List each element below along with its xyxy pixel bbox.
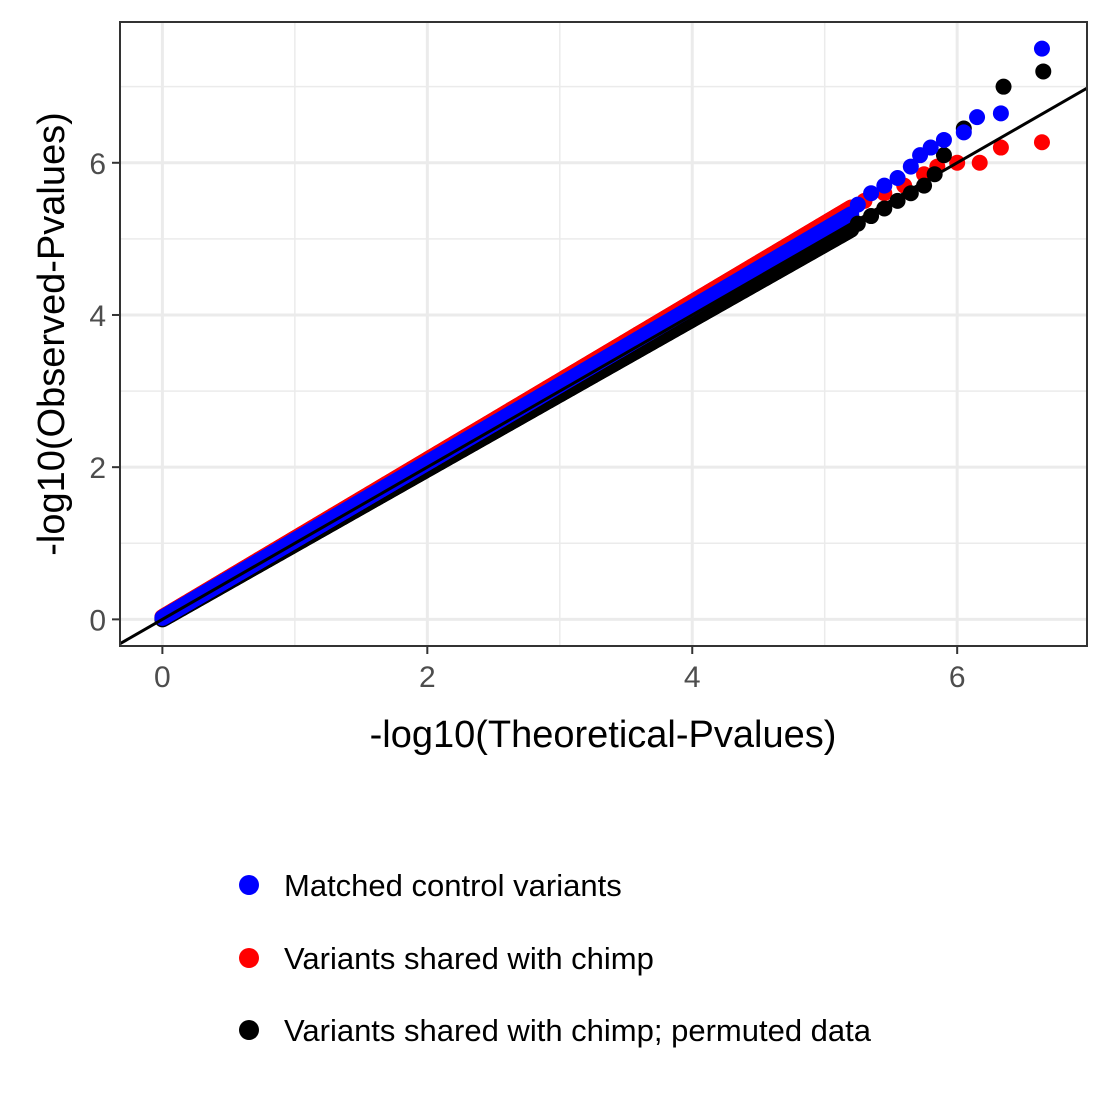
y-tick-label: 0 [89, 604, 106, 637]
data-point [889, 192, 906, 209]
legend-key [239, 875, 259, 895]
panel-border [119, 21, 1088, 647]
x-tick-label: 2 [419, 661, 436, 694]
y-tick-label: 6 [89, 148, 106, 181]
y-axis-ticks: 0 2 4 6 [89, 148, 120, 637]
x-tick-label: 6 [949, 661, 966, 694]
data-point [876, 177, 893, 194]
data-point [863, 185, 880, 202]
data-point [992, 139, 1009, 156]
data-point [902, 185, 919, 202]
legend: Matched control variants Variants shared … [239, 868, 872, 1048]
reference-line-y-equals-x [120, 86, 1087, 646]
legend-label: Variants shared with chimp [284, 941, 654, 976]
data-point [849, 196, 866, 213]
legend-label: Variants shared with chimp; permuted dat… [284, 1013, 872, 1048]
data-point [969, 109, 986, 126]
data-point [1033, 40, 1050, 57]
y-tick-label: 4 [89, 300, 106, 333]
reference-line-group [120, 86, 1087, 646]
x-axis-ticks: 0 2 4 6 [154, 646, 966, 694]
data-point [863, 208, 880, 225]
plot-panel [119, 21, 1088, 647]
legend-key [239, 948, 259, 968]
x-tick-label: 0 [154, 661, 171, 694]
data-point [935, 131, 952, 148]
data-point [889, 170, 906, 186]
data-point [1033, 134, 1050, 151]
legend-key [239, 1020, 259, 1040]
x-tick-label: 4 [684, 661, 701, 694]
y-tick-label: 2 [89, 452, 106, 485]
minor-gridlines [120, 22, 1087, 646]
x-axis-title: -log10(Theoretical-Pvalues) [370, 714, 837, 756]
legend-label: Matched control variants [284, 868, 622, 903]
data-point [935, 147, 952, 164]
data-point [995, 78, 1012, 95]
data-point [971, 154, 988, 171]
data-point [992, 105, 1009, 122]
data-point [849, 215, 866, 232]
y-axis-title: -log10(Observed-Pvalues) [31, 112, 73, 556]
data-point [922, 139, 939, 156]
data-point [955, 124, 972, 141]
data-point [1035, 63, 1052, 80]
data-point [916, 177, 933, 194]
data-point [876, 200, 893, 217]
data-point [902, 158, 919, 175]
